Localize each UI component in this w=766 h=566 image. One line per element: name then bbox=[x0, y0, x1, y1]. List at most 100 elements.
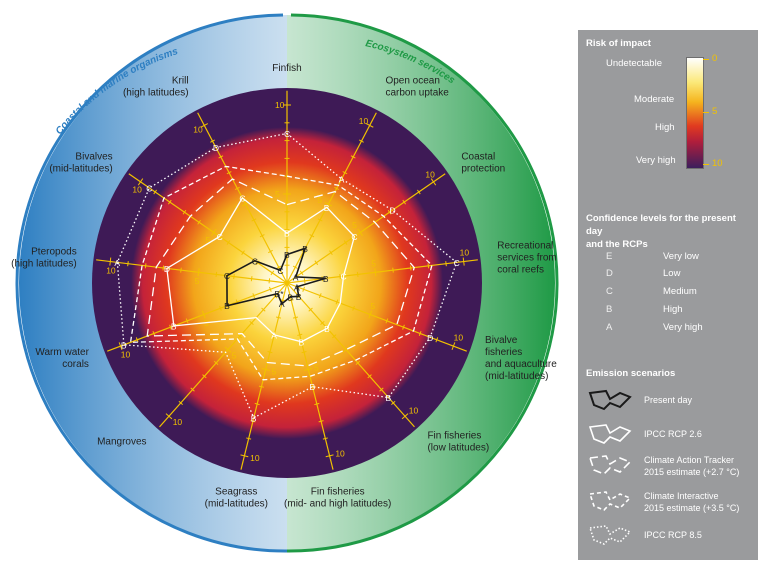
confidence-letter: C bbox=[252, 256, 258, 266]
conf-letter-e: E bbox=[606, 251, 613, 262]
axis-tick bbox=[339, 274, 341, 280]
axis-tick bbox=[135, 337, 139, 343]
axis-tick-label: 5 bbox=[352, 220, 357, 230]
axis-tick bbox=[280, 299, 286, 302]
conf-text-medium: Medium bbox=[663, 286, 697, 297]
confidence-letter: B bbox=[287, 292, 293, 302]
scenario-ci: Climate Interactive 2015 estimate (+3.5 … bbox=[644, 491, 740, 513]
axis-tick bbox=[226, 240, 231, 245]
axis-tick bbox=[343, 240, 348, 245]
axis-tick bbox=[270, 270, 275, 276]
risk-level-high: High bbox=[655, 122, 675, 133]
axis-tick bbox=[462, 257, 465, 266]
axis-tick bbox=[268, 249, 273, 254]
axis-tick bbox=[210, 139, 215, 143]
risk-level-moderate: Moderate bbox=[634, 94, 675, 105]
confidence-letter: C bbox=[351, 232, 357, 242]
confidence-letter: B bbox=[171, 321, 177, 331]
series-outline bbox=[116, 132, 458, 419]
axis-tick bbox=[342, 171, 348, 175]
axis-tick bbox=[392, 267, 394, 273]
axis-tick bbox=[299, 270, 304, 276]
confidence-letter: B bbox=[284, 250, 290, 260]
axis-category-label: Krill (high latitudes) bbox=[123, 75, 189, 98]
axis-tick bbox=[252, 293, 256, 299]
series-outline bbox=[129, 165, 433, 381]
axis-tick bbox=[250, 420, 256, 423]
confidence-title: Confidence levels for the present day an… bbox=[586, 213, 736, 250]
axis-tick bbox=[211, 228, 217, 237]
axis-tick bbox=[276, 265, 282, 269]
axis-tick bbox=[335, 299, 339, 305]
axis-tick bbox=[391, 400, 396, 405]
axis-tick bbox=[240, 454, 249, 458]
axis-tick bbox=[334, 186, 340, 191]
axis-tick bbox=[357, 228, 363, 237]
axis-tick-label: 10 bbox=[275, 100, 285, 110]
axis-tick bbox=[178, 400, 183, 405]
axis-tick-label: 10 bbox=[409, 405, 419, 415]
axis-category-label: Recreational services from coral reefs bbox=[497, 240, 556, 275]
axis-tick-label: 5 bbox=[317, 195, 322, 205]
legend-panel: Risk of impact Undetectable Moderate Hig… bbox=[578, 30, 758, 560]
axis-tick bbox=[356, 271, 359, 277]
axis-tick bbox=[269, 286, 272, 292]
axis-tick bbox=[275, 316, 282, 319]
axis-tick bbox=[190, 387, 195, 392]
axis-tick-label: 10 bbox=[132, 184, 142, 194]
conf-letter-a: A bbox=[606, 322, 613, 333]
axis-tick bbox=[368, 310, 373, 319]
axis-tick bbox=[258, 385, 264, 388]
confidence-letter: C bbox=[217, 232, 223, 242]
axis-tick-label: 10 bbox=[335, 449, 345, 459]
axis-tick bbox=[379, 387, 384, 392]
axis-tick bbox=[197, 219, 201, 225]
axis-tick-label: 10 bbox=[359, 116, 369, 126]
axis-tick bbox=[317, 218, 323, 222]
axis-category-label: Mangroves bbox=[97, 437, 146, 448]
axis-category-label: Fin fisheries (mid- and high latitudes) bbox=[284, 487, 391, 510]
axis-tick bbox=[304, 367, 313, 371]
arc-coastal-marine bbox=[15, 13, 288, 553]
axis-tick bbox=[259, 234, 265, 238]
risk-level-very-high: Very high bbox=[636, 155, 676, 166]
axis-tick bbox=[213, 360, 219, 365]
axis-tick bbox=[367, 374, 372, 379]
conf-letter-c: C bbox=[606, 286, 613, 297]
axis-tick-label: 5 bbox=[350, 339, 355, 349]
axis-tick bbox=[350, 155, 356, 159]
risk-tick-0: 0 bbox=[712, 53, 718, 64]
axis-tick-label: 5 bbox=[195, 276, 200, 286]
axis-tick-label: 5 bbox=[232, 351, 237, 361]
axis-tick bbox=[233, 274, 235, 280]
risk-title: Risk of impact bbox=[586, 38, 651, 49]
axis-tick bbox=[427, 263, 430, 269]
axis-tick bbox=[355, 360, 361, 365]
risk-tick-5: 5 bbox=[712, 106, 718, 117]
axis-tick bbox=[237, 334, 242, 339]
confidence-letter: B bbox=[298, 337, 304, 347]
axis-category-label: Bivalve fisheries and aquaculture (mid-lati… bbox=[485, 335, 557, 382]
axis-tick bbox=[445, 261, 447, 267]
axis-tick-label: 5 bbox=[371, 258, 376, 268]
axis-tick bbox=[202, 374, 207, 379]
present-day-icon bbox=[588, 389, 632, 411]
confidence-letter: B bbox=[386, 393, 392, 403]
axis-tick bbox=[318, 293, 322, 299]
axis-tick-label: 10 bbox=[425, 169, 435, 179]
axis-category-label: Pteropods (high latitudes) bbox=[11, 246, 77, 269]
confidence-letter: C bbox=[454, 258, 460, 268]
confidence-letter: C bbox=[146, 183, 152, 193]
confidence-letter: C bbox=[277, 266, 283, 276]
axis-tick bbox=[182, 209, 187, 215]
conf-text-high: High bbox=[663, 304, 683, 315]
axis-tick bbox=[249, 320, 254, 326]
axis-tick bbox=[314, 402, 320, 406]
axis-tick bbox=[152, 330, 156, 337]
confidence-letter: A bbox=[293, 272, 299, 282]
axis-tick bbox=[430, 178, 437, 186]
axis-tick bbox=[314, 260, 319, 266]
confidence-letter: A bbox=[294, 282, 300, 292]
axis-category-label: Coastal protection bbox=[461, 152, 505, 175]
confidence-letter: D bbox=[389, 206, 395, 216]
